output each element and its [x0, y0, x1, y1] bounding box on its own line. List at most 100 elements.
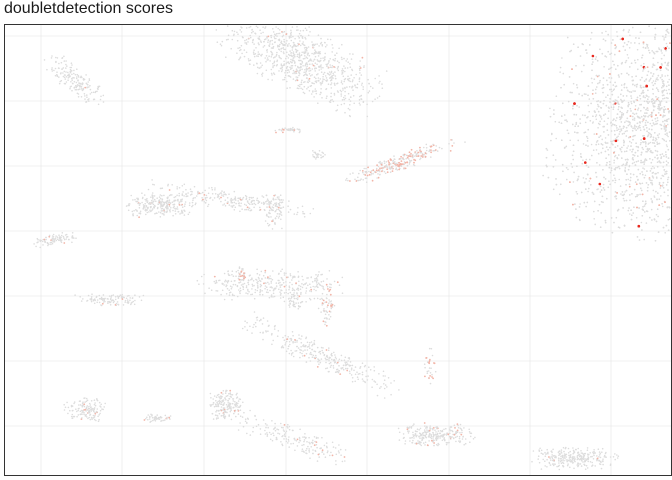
data-point [658, 133, 661, 135]
data-point [282, 435, 284, 437]
data-point [308, 77, 311, 80]
data-point [573, 171, 575, 174]
data-point [253, 311, 256, 313]
data-point [172, 209, 174, 212]
data-point [160, 187, 162, 190]
data-point [599, 191, 602, 193]
data-point [204, 189, 206, 192]
data-point [178, 194, 180, 197]
data-point [362, 88, 365, 91]
data-point [630, 95, 632, 97]
data-point [365, 370, 368, 372]
data-point [302, 58, 305, 60]
data-point [652, 122, 655, 124]
data-point [225, 395, 228, 398]
data-point [647, 143, 650, 145]
data-point [296, 438, 299, 441]
data-point [577, 139, 579, 142]
data-point [319, 51, 321, 53]
data-point [614, 139, 618, 143]
data-point [409, 155, 412, 158]
data-point [223, 407, 226, 409]
data-point [329, 366, 332, 368]
data-point [239, 198, 242, 201]
data-point [239, 29, 241, 31]
data-point [317, 34, 320, 36]
data-point [77, 88, 80, 91]
data-point [349, 361, 352, 363]
data-point [223, 203, 226, 205]
data-point [348, 364, 350, 366]
data-point [607, 110, 610, 112]
data-point [285, 284, 287, 287]
data-point [337, 66, 339, 68]
data-point [194, 203, 197, 206]
data-point [143, 194, 146, 196]
data-point [409, 159, 411, 162]
data-point [252, 280, 255, 282]
data-point [561, 57, 563, 59]
data-point [245, 198, 247, 201]
data-point [567, 100, 570, 103]
data-point [245, 27, 248, 29]
data-point [316, 460, 319, 462]
data-point [306, 50, 308, 52]
data-point [629, 213, 631, 215]
data-point [331, 441, 334, 444]
data-point [645, 150, 647, 153]
data-point [354, 366, 357, 368]
data-point [245, 51, 248, 54]
data-point [271, 53, 274, 55]
data-point [165, 202, 168, 205]
data-point [294, 72, 296, 75]
data-point [223, 298, 226, 301]
data-point [167, 196, 169, 198]
data-point [212, 403, 214, 406]
data-point [644, 200, 647, 203]
data-point [302, 350, 304, 352]
data-point [648, 101, 650, 103]
data-point [652, 80, 655, 82]
data-point [341, 43, 343, 46]
data-point [607, 186, 610, 189]
data-point [616, 129, 618, 131]
data-point [272, 45, 275, 48]
data-point [366, 103, 368, 106]
data-point [81, 82, 84, 84]
data-point [138, 204, 141, 206]
data-point [220, 192, 223, 194]
data-point [354, 84, 356, 87]
data-point [102, 101, 105, 103]
data-point [234, 400, 236, 403]
data-point [589, 120, 592, 122]
data-point [432, 143, 434, 146]
data-point [275, 33, 278, 35]
data-point [319, 284, 322, 287]
data-point [273, 295, 276, 298]
data-point [617, 101, 619, 103]
data-point [381, 167, 383, 170]
data-point [668, 88, 670, 91]
data-point [269, 286, 272, 289]
data-point [184, 210, 186, 212]
data-point [248, 275, 251, 277]
data-point [640, 161, 642, 164]
data-point [414, 152, 416, 154]
data-point [277, 432, 279, 435]
data-point [220, 406, 223, 408]
data-point [288, 35, 291, 38]
data-point [619, 125, 621, 128]
data-point [264, 38, 267, 40]
data-point [345, 179, 347, 181]
data-point [283, 424, 286, 426]
data-point [227, 270, 229, 272]
data-point [269, 289, 271, 292]
data-point [372, 87, 374, 89]
data-point [60, 79, 63, 82]
data-point [296, 87, 299, 89]
data-point [237, 269, 239, 272]
data-point [271, 343, 273, 346]
data-point [655, 100, 657, 102]
data-point [168, 203, 171, 206]
